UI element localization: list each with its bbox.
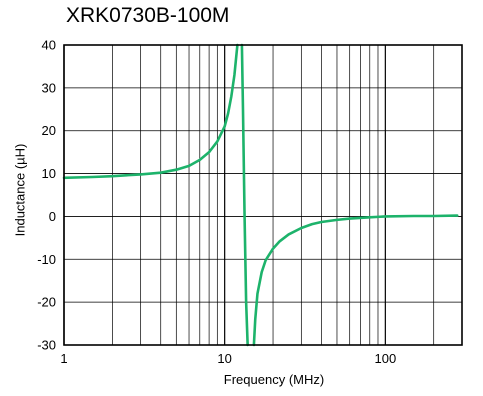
y-tick-label: -20	[37, 295, 56, 310]
y-tick-label: 0	[49, 209, 56, 224]
y-tick-label: 30	[42, 80, 56, 95]
x-axis-label: Frequency (MHz)	[223, 372, 325, 387]
y-tick-label: 20	[42, 123, 56, 138]
inductance-curve-segment-3	[252, 214, 459, 347]
series-layer	[62, 43, 459, 347]
y-tick-label: -30	[37, 338, 56, 353]
inductance-curve-segment-1	[62, 43, 239, 180]
plot-frame	[63, 44, 463, 346]
inductance-curve-segment-2	[240, 43, 249, 347]
x-tick-label: 10	[217, 351, 231, 366]
tick-labels: -30 -20 -10 0 10 20 30 40 1 10 100	[37, 38, 396, 367]
x-tick-label: 1	[60, 351, 67, 366]
grid	[63, 44, 463, 346]
y-tick-label: 40	[42, 38, 56, 53]
y-tick-label: -10	[37, 252, 56, 267]
x-tick-label: 100	[374, 351, 396, 366]
chart-title: XRK0730B-100M	[66, 4, 230, 27]
y-tick-label: 10	[42, 166, 56, 181]
